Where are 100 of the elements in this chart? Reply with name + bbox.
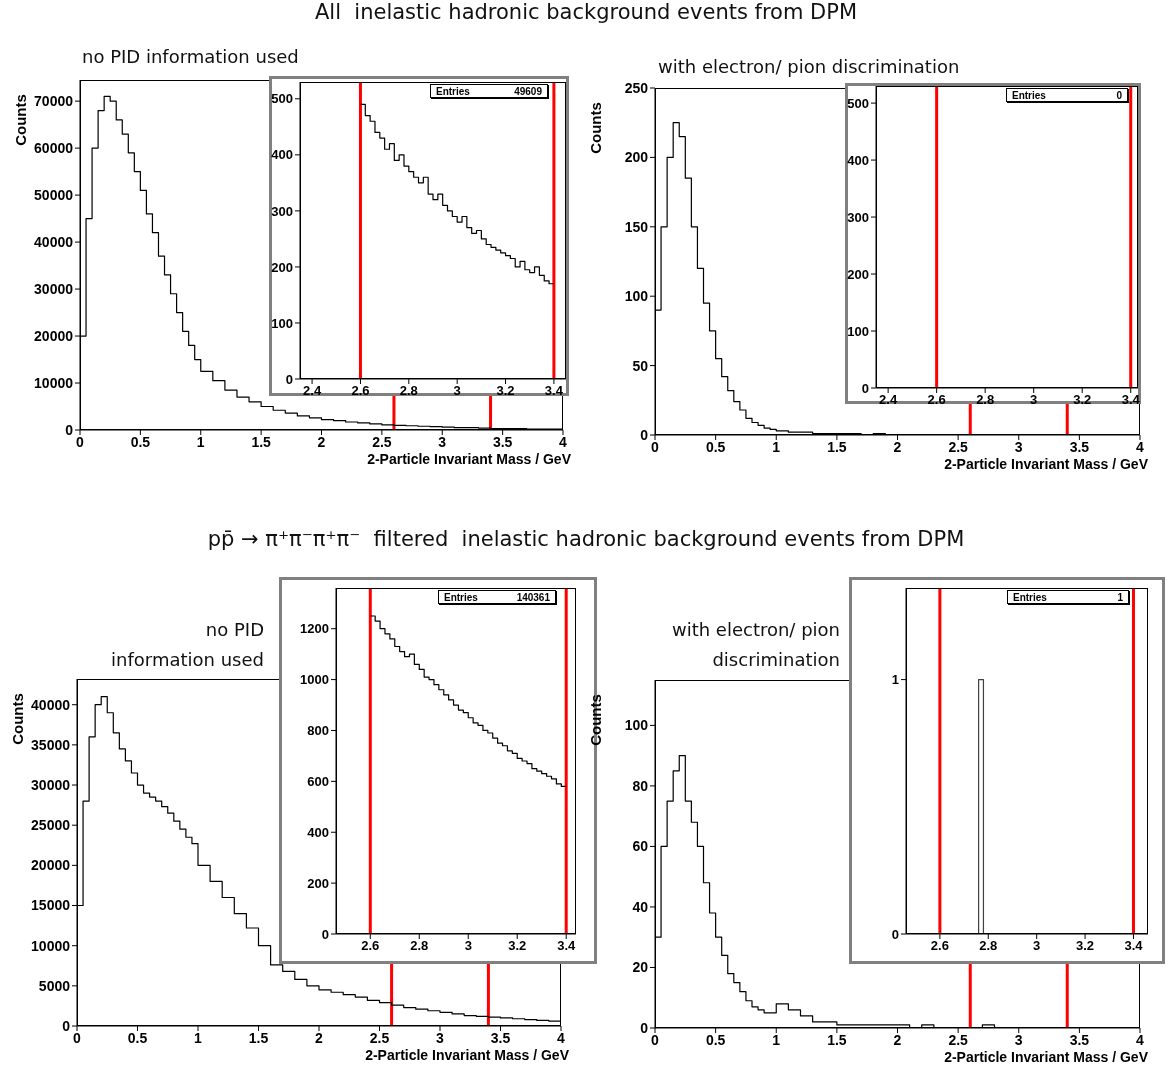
x-axis-title: 2-Particle Invariant Mass / GeV [943,456,1148,472]
chart-subtitle: no PID information used [82,45,300,69]
x-tick-label: 0.5 [705,438,726,455]
y-tick-label: 300 [847,209,869,225]
annotation: Entries [436,85,470,97]
y-tick-label: 40 [632,898,649,915]
annotation: Entries [1012,89,1046,101]
y-tick-label: 800 [307,723,329,739]
y-tick-label: 400 [847,152,869,168]
x-axis-title: 2-Particle Invariant Mass / GeV [943,1049,1148,1065]
y-tick-label: 60 [632,838,649,855]
x-tick-label: 3.5 [490,1029,511,1046]
y-tick-label: 70000 [34,93,74,110]
y-tick-label: 40000 [31,696,71,713]
x-tick-label: 3.2 [1076,938,1095,954]
y-tick-label: 80 [632,777,649,794]
y-tick-label: 0 [321,926,329,942]
x-tick-label: 0.5 [705,1031,726,1048]
chart-title: pp̄ → π⁺π⁻π⁺π⁻ filtered inelastic hadronic background events from DPM [206,527,966,551]
x-tick-label: 3 [1014,438,1023,455]
y-tick-label: 1000 [300,672,329,688]
annotation: 0 [1116,89,1122,101]
x-tick-label: 2.6 [351,383,370,399]
x-tick-label: 3.5 [1069,1031,1090,1048]
x-tick-label: 3 [1030,392,1038,408]
x-tick-label: 2.5 [372,433,392,450]
y-tick-label: 200 [307,875,329,891]
x-tick-label: 2.5 [948,1031,969,1048]
annotation: Entries [1013,591,1047,603]
y-tick-label: 150 [624,218,649,235]
x-tick-label: 1 [194,1029,203,1046]
x-tick-label: 3.5 [1069,438,1090,455]
x-tick-label: 1.5 [827,438,847,455]
x-tick-label: 1.5 [248,1029,269,1046]
y-axis-title: Counts [587,101,605,156]
x-tick-label: 4 [1136,1031,1145,1048]
x-tick-label: 0 [76,433,85,450]
y-tick-label: 600 [307,773,329,789]
x-tick-label: 1 [196,433,205,450]
x-tick-label: 3.5 [492,433,513,450]
x-tick-label: 1 [772,1031,781,1048]
x-tick-label: 3.4 [544,383,564,399]
x-tick-label: 2.6 [930,938,949,954]
y-tick-label: 400 [271,147,293,163]
y-tick-label: 300 [271,203,293,219]
x-tick-label: 2.6 [361,938,380,954]
x-tick-label: 0 [651,1031,660,1048]
y-tick-label: 20000 [34,328,74,345]
x-tick-label: 3 [438,433,447,450]
chart-subtitle: with electron/ pion discrimination [658,55,961,79]
y-axis-title: Counts [9,692,27,747]
x-tick-label: 4 [559,433,568,450]
x-tick-label: 3 [464,938,472,954]
x-tick-label: 2.5 [948,438,969,455]
annotation: 1 [1117,591,1123,603]
y-tick-label: 250 [624,79,649,96]
x-axis-title: 2-Particle Invariant Mass / GeV [366,451,571,467]
y-tick-label: 20 [632,959,649,976]
y-tick-label: 0 [285,371,293,387]
y-tick-label: 0 [62,1017,71,1034]
x-tick-label: 0 [651,438,660,455]
y-tick-label: 0 [65,421,74,438]
x-tick-label: 4 [1136,438,1145,455]
x-tick-label: 3.4 [557,938,577,954]
y-tick-label: 100 [624,717,649,734]
y-tick-label: 200 [847,266,869,282]
x-tick-label: 3 [1033,938,1041,954]
y-tick-label: 100 [624,288,649,305]
x-tick-label: 0.5 [130,433,151,450]
x-tick-label: 3.2 [496,383,515,399]
chart-title: All inelastic hadronic background events from DPM [313,0,859,24]
annotation: 140361 [516,591,550,603]
y-tick-label: 500 [271,91,293,107]
y-tick-label: 100 [271,315,293,331]
y-tick-label: 10000 [31,937,71,954]
y-tick-label: 200 [624,149,649,166]
x-tick-label: 2.8 [976,392,995,408]
y-tick-label: 60000 [34,140,74,157]
x-tick-label: 2.4 [879,392,898,408]
x-tick-label: 1.5 [251,433,272,450]
x-tick-label: 0.5 [127,1029,148,1046]
x-tick-label: 3.2 [508,938,527,954]
y-tick-label: 35000 [31,736,71,753]
y-tick-label: 200 [271,259,293,275]
x-tick-label: 2 [893,1031,902,1048]
y-axis-title: Counts [12,93,30,148]
x-tick-label: 2 [315,1029,324,1046]
x-tick-label: 3 [1014,1031,1023,1048]
y-tick-label: 50 [632,357,649,374]
y-tick-label: 30000 [31,777,71,793]
x-tick-label: 2.8 [410,938,429,954]
x-tick-label: 4 [557,1029,566,1046]
x-tick-label: 2.5 [369,1029,390,1046]
y-tick-label: 30000 [34,281,74,298]
x-tick-label: 3.4 [1121,392,1141,408]
x-tick-label: 2 [893,438,902,455]
x-tick-label: 3 [453,383,461,399]
y-tick-label: 5000 [38,977,71,994]
y-tick-label: 1200 [300,621,329,637]
x-tick-label: 3.4 [1124,938,1144,954]
